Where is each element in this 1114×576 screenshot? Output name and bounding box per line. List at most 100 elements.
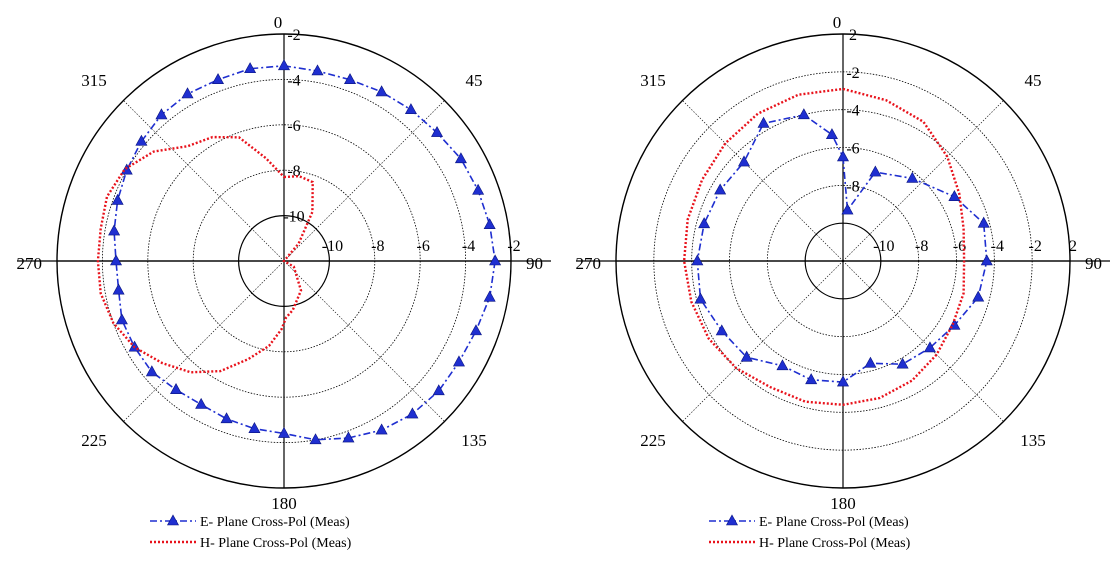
angle-label: 225: [640, 431, 666, 450]
data-point-marker: [757, 116, 770, 128]
angle-label: 0: [833, 13, 842, 32]
data-point-marker: [135, 134, 148, 146]
top-tick-label: -4: [846, 103, 859, 120]
data-point-marker: [776, 359, 789, 371]
top-tick-label: -6: [287, 118, 300, 135]
data-point-marker: [111, 193, 124, 205]
data-point-marker: [309, 433, 322, 445]
angle-label: 135: [1020, 431, 1046, 450]
radial-tick-label: -2: [1029, 238, 1042, 255]
top-tick-label: -8: [846, 178, 859, 195]
polar-chart-1: -10 -8 -6 -4 -2-10-8-6-4-2045901351802252703…: [17, 13, 551, 551]
data-point-marker: [277, 59, 291, 71]
grid-spoke: [123, 260, 285, 422]
data-point-marker: [211, 73, 225, 84]
data-point-marker: [375, 85, 388, 97]
top-tick-label: -10: [283, 209, 304, 226]
angle-label: 270: [576, 254, 602, 273]
data-point-marker: [906, 171, 919, 183]
series-line-h-plane: [96, 135, 314, 374]
data-point-marker: [977, 216, 990, 228]
legend-label: H- Plane Cross-Pol (Meas): [200, 536, 352, 551]
data-point-marker: [740, 350, 753, 362]
data-point-marker: [714, 183, 727, 195]
data-point-marker: [841, 203, 854, 215]
data-point-marker: [406, 407, 419, 419]
legend-marker: [166, 514, 180, 526]
data-point-marker: [694, 292, 707, 304]
radial-tick-label: -8: [915, 238, 928, 255]
data-point-marker: [342, 431, 355, 443]
polar-chart-2: -10 -8 -6 -4 -2 2-8-6-4-220459013518022527031…: [576, 13, 1110, 551]
data-point-marker: [343, 73, 357, 84]
grid-spoke: [682, 260, 844, 422]
angle-label: 45: [466, 71, 483, 90]
angle-label: 180: [271, 494, 297, 513]
data-point-marker: [375, 423, 388, 435]
grid-spoke: [283, 260, 445, 422]
grid-spoke: [842, 100, 1004, 262]
data-point-marker: [836, 150, 850, 162]
data-point-marker: [805, 373, 818, 385]
grid-spoke: [123, 100, 285, 262]
data-point-marker: [489, 254, 502, 266]
angle-label: 225: [81, 431, 107, 450]
data-point-marker: [948, 190, 961, 201]
legend-marker: [725, 514, 739, 526]
data-point-marker: [145, 365, 158, 377]
data-point-marker: [244, 62, 257, 74]
top-tick-label: -4: [287, 72, 300, 89]
data-point-marker: [836, 375, 850, 387]
data-point-marker: [181, 87, 194, 99]
data-point-marker: [698, 217, 711, 229]
data-point-marker: [980, 254, 993, 266]
data-point-marker: [797, 108, 810, 120]
data-point-marker: [715, 324, 728, 336]
data-point-marker: [404, 103, 417, 115]
angle-label: 315: [81, 71, 107, 90]
radial-tick-label: 2: [1069, 238, 1077, 255]
data-point-marker: [896, 357, 909, 369]
data-point-marker: [923, 341, 936, 353]
data-point-marker: [432, 384, 445, 396]
top-tick-label: 2: [849, 27, 857, 44]
angle-label: 315: [640, 71, 666, 90]
data-point-marker: [248, 422, 261, 433]
radial-tick-label: -6: [417, 238, 430, 255]
data-point-marker: [825, 128, 838, 140]
data-point-marker: [972, 290, 985, 302]
angle-label: 90: [1085, 254, 1102, 273]
data-point-marker: [115, 313, 128, 325]
data-point-marker: [431, 125, 444, 137]
data-point-marker: [195, 397, 208, 409]
data-point-marker: [483, 290, 496, 302]
angle-label: 135: [461, 431, 487, 450]
data-point-marker: [472, 183, 485, 195]
data-point-marker: [483, 218, 496, 230]
radial-tick-label: -2: [507, 238, 520, 255]
data-point-marker: [311, 64, 324, 76]
legend-label: H- Plane Cross-Pol (Meas): [759, 536, 911, 551]
radial-tick-label: -4: [462, 238, 475, 255]
data-point-marker: [869, 165, 882, 177]
data-point-marker: [691, 254, 704, 266]
radial-tick-label: -10: [873, 238, 894, 255]
top-tick-label: -6: [846, 141, 859, 158]
data-point-marker: [155, 108, 168, 120]
data-point-marker: [110, 254, 123, 266]
radial-tick-label: -8: [371, 238, 384, 255]
data-point-marker: [277, 426, 291, 438]
radial-tick-label: -4: [991, 238, 1004, 255]
data-point-marker: [220, 412, 233, 424]
angle-label: 45: [1025, 71, 1042, 90]
data-point-marker: [452, 355, 465, 367]
grid-spoke: [283, 100, 445, 262]
angle-label: 180: [830, 494, 856, 513]
data-point-marker: [108, 224, 121, 236]
legend-label: E- Plane Cross-Pol (Meas): [200, 515, 350, 530]
data-point-marker: [469, 324, 482, 336]
top-tick-label: -2: [846, 65, 859, 82]
series-line-h-plane: [682, 87, 966, 407]
series-line-e-plane: [113, 64, 496, 441]
